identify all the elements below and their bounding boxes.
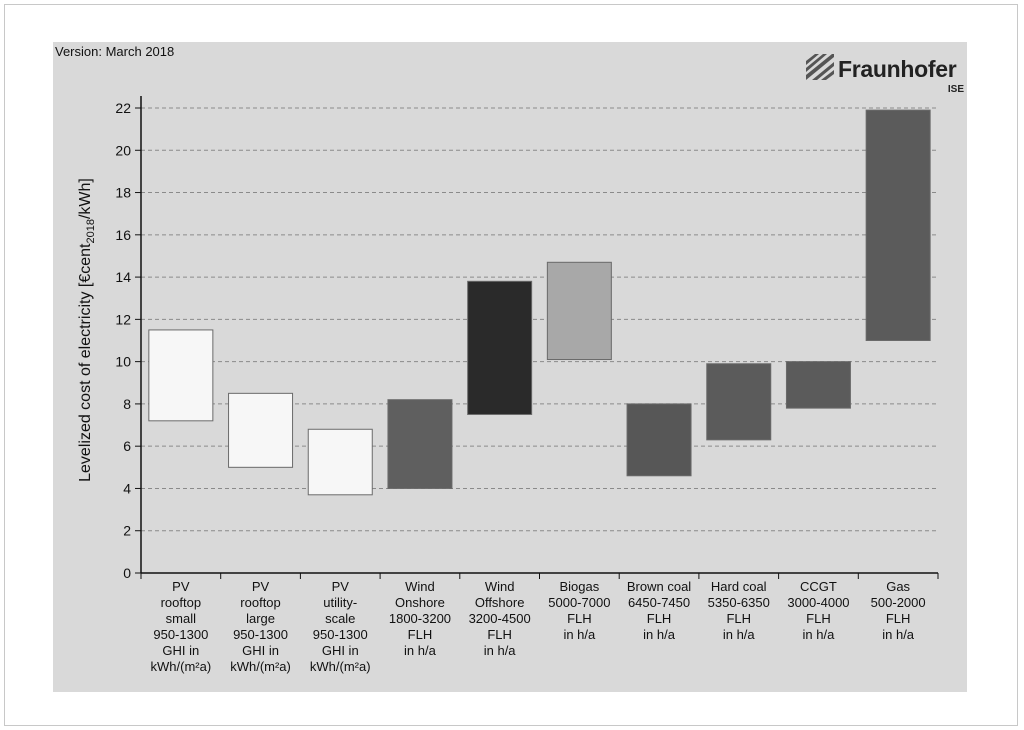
y-tick-label: 12 bbox=[115, 311, 131, 327]
category-label: PV rooftop small 950-1300 GHI in kWh/(m²a) bbox=[151, 579, 212, 674]
version-label: Version: March 2018 bbox=[55, 44, 175, 59]
category-label: PV rooftop large 950-1300 GHI in kWh/(m²a) bbox=[230, 579, 291, 674]
range-bar bbox=[307, 428, 373, 496]
y-tick-label: 0 bbox=[123, 565, 131, 581]
category-label: Wind Offshore 3200-4500 FLH in h/a bbox=[469, 579, 531, 658]
y-tick-label: 6 bbox=[123, 438, 131, 454]
range-bar bbox=[467, 280, 533, 415]
range-bar bbox=[387, 399, 453, 489]
y-tick-label: 2 bbox=[123, 523, 131, 539]
category-label: PV utility-scale 950-1300 GHI in kWh/(m²a) bbox=[310, 579, 371, 674]
range-bar bbox=[865, 109, 931, 342]
category-label: Hard coal 5350-6350 FLH in h/a bbox=[708, 579, 770, 642]
fraunhofer-emblem-icon bbox=[806, 54, 834, 80]
y-tick-label: 4 bbox=[123, 480, 131, 496]
category-label: Wind Onshore 1800-3200 FLH in h/a bbox=[389, 579, 451, 658]
y-tick-label: 18 bbox=[115, 185, 131, 201]
range-bar bbox=[626, 403, 692, 477]
y-tick-label: 8 bbox=[123, 396, 131, 412]
range-bar bbox=[228, 392, 294, 468]
y-tick-label: 16 bbox=[115, 227, 131, 243]
category-label: Brown coal 6450-7450 FLH in h/a bbox=[627, 579, 691, 642]
category-label: CCGT 3000-4000 FLH in h/a bbox=[787, 579, 849, 642]
category-label: Gas 500-2000 FLH in h/a bbox=[871, 579, 926, 642]
range-bar bbox=[706, 363, 772, 441]
logo-text: Fraunhofer bbox=[838, 56, 957, 82]
y-tick-label: 22 bbox=[115, 100, 131, 116]
range-bar bbox=[546, 261, 612, 361]
y-axis-label: Levelized cost of electricity [€cent2018… bbox=[77, 178, 97, 482]
y-tick-label: 14 bbox=[115, 269, 131, 285]
range-bar bbox=[785, 361, 851, 409]
fraunhofer-logo: Fraunhofer ISE bbox=[806, 52, 966, 98]
logo-subtext: ISE bbox=[947, 84, 964, 95]
category-label: Biogas 5000-7000 FLH in h/a bbox=[548, 579, 610, 642]
y-tick-label: 10 bbox=[115, 354, 131, 370]
range-bar bbox=[148, 329, 214, 422]
y-tick-label: 20 bbox=[115, 142, 131, 158]
